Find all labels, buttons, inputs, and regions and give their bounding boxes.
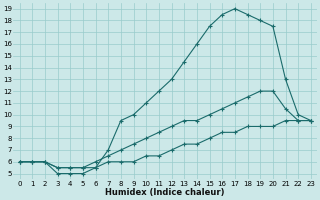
X-axis label: Humidex (Indice chaleur): Humidex (Indice chaleur) bbox=[106, 188, 225, 197]
